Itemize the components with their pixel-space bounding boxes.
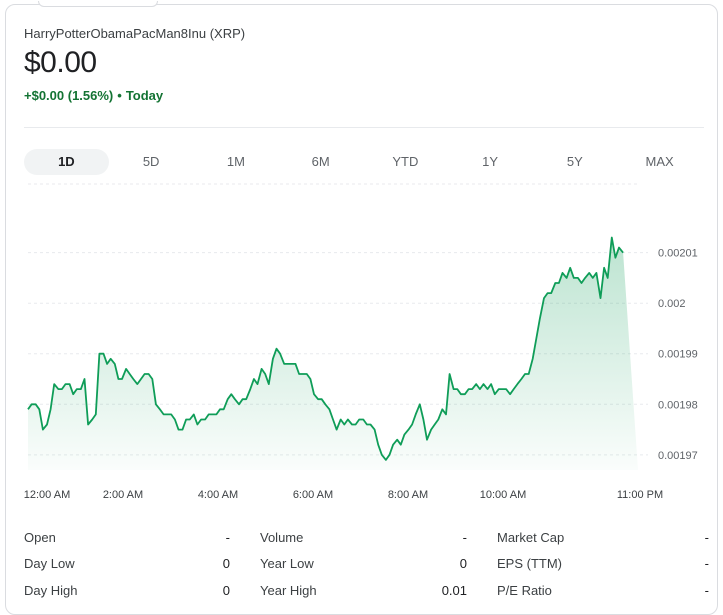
range-tab-ytd[interactable]: YTD — [392, 154, 419, 169]
change-period: Today — [125, 88, 164, 103]
x-tick-label: 8:00 AM — [388, 489, 428, 501]
range-tab-6m[interactable]: 6M — [311, 154, 330, 169]
stat-open: Open - — [24, 530, 230, 545]
range-tab-1m[interactable]: 1M — [226, 154, 245, 169]
range-tab-max[interactable]: MAX — [645, 154, 674, 169]
stats-row: Day High 0 Year High 0.01 P/E Ratio - — [24, 577, 709, 604]
x-tick-label: 6:00 AM — [293, 489, 333, 501]
stat-value: 0 — [222, 582, 230, 598]
price-change-value: +$0.00 (1.56%) — [24, 88, 114, 103]
asset-price: $0.00 — [24, 46, 97, 79]
stat-label: EPS (TTM) — [497, 556, 562, 572]
range-selector: 1D 5D 1M 6M YTD 1Y 5Y MAX — [24, 149, 702, 175]
card-tab-edge — [38, 1, 158, 7]
x-tick-label: 11:00 PM — [617, 489, 663, 501]
y-tick-label: 0.002 — [658, 298, 686, 310]
range-tab-1d[interactable]: 1D — [24, 149, 109, 175]
stats-row: Open - Volume - Market Cap - — [24, 524, 709, 551]
stat-year-high: Year High 0.01 — [260, 583, 467, 598]
stat-label: Day High — [24, 582, 78, 598]
asset-name: HarryPotterObamaPacMan8Inu (XRP) — [24, 26, 246, 41]
x-tick-label: 4:00 AM — [198, 489, 238, 501]
x-tick-label: 2:00 AM — [103, 489, 143, 501]
y-tick-label: 0.00197 — [658, 450, 698, 462]
price-line — [27, 236, 624, 461]
y-tick-label: 0.00198 — [658, 399, 698, 411]
stat-label: Market Cap — [497, 529, 565, 545]
price-chart-svg[interactable]: 0.00197 0.00198 0.00199 0.002 0.00201 12:00 A… — [0, 180, 723, 510]
stat-volume: Volume - — [260, 530, 467, 545]
stat-day-low: Day Low 0 — [24, 556, 230, 571]
range-tab-1y[interactable]: 1Y — [482, 154, 499, 169]
price-area-fill — [28, 237, 638, 470]
stat-value: - — [704, 582, 709, 598]
key-stats: Open - Volume - Market Cap - Day Low 0 Year … — [24, 524, 709, 604]
stat-value: - — [704, 529, 709, 545]
range-tab-5d[interactable]: 5D — [142, 154, 160, 169]
x-tick-label: 10:00 AM — [480, 489, 526, 501]
stat-value: 0 — [459, 556, 467, 572]
price-chart[interactable]: 0.00197 0.00198 0.00199 0.002 0.00201 12:00 A… — [0, 180, 723, 510]
stat-label: Year High — [260, 582, 317, 598]
stat-value: 0 — [222, 556, 230, 572]
stat-value: - — [704, 556, 709, 572]
stat-value: - — [225, 529, 230, 545]
stat-day-high: Day High 0 — [24, 583, 230, 598]
x-tick-label: 12:00 AM — [24, 489, 70, 501]
stat-label: Year Low — [260, 556, 314, 572]
header-divider — [24, 127, 704, 128]
range-tab-5y[interactable]: 5Y — [566, 154, 583, 169]
stat-label: Volume — [260, 529, 304, 545]
change-separator: • — [117, 88, 122, 103]
stat-value: - — [462, 529, 467, 545]
stat-year-low: Year Low 0 — [260, 556, 467, 571]
stat-eps: EPS (TTM) - — [497, 556, 709, 571]
stat-pe-ratio: P/E Ratio - — [497, 583, 709, 598]
stat-label: Open — [24, 529, 56, 545]
y-tick-label: 0.00199 — [658, 349, 698, 361]
stat-value: 0.01 — [441, 582, 467, 598]
stat-label: Day Low — [24, 556, 75, 572]
y-tick-label: 0.00201 — [658, 248, 698, 260]
stat-market-cap: Market Cap - — [497, 530, 709, 545]
stats-row: Day Low 0 Year Low 0 EPS (TTM) - — [24, 551, 709, 578]
stat-label: P/E Ratio — [497, 582, 552, 598]
price-change: +$0.00 (1.56%) • Today — [24, 88, 163, 103]
